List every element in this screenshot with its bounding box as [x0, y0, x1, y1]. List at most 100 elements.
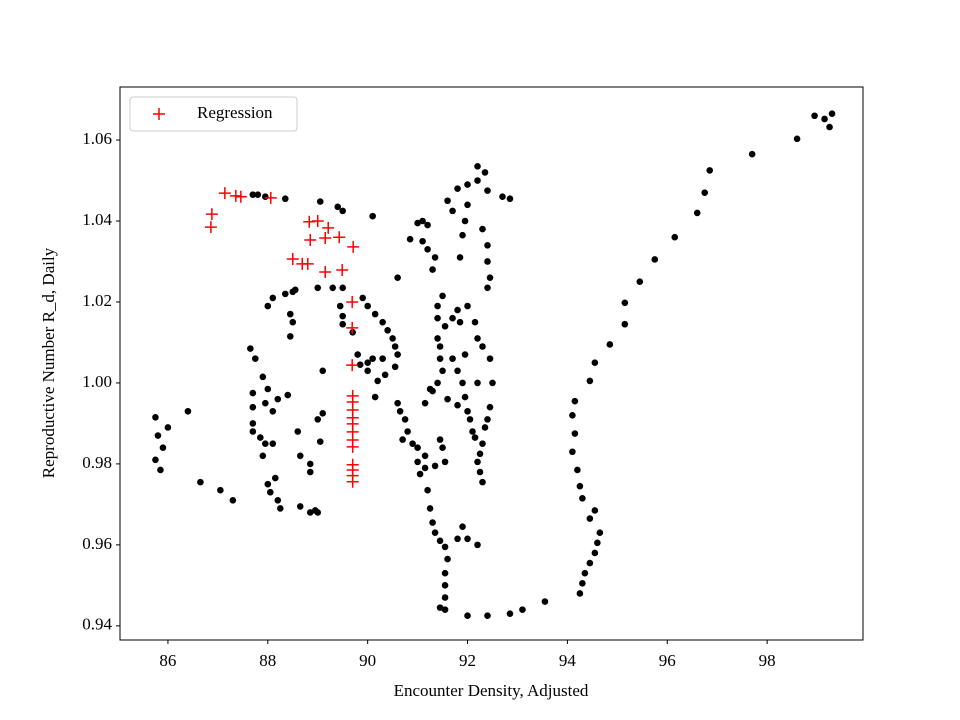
- point: [269, 440, 277, 447]
- point: [571, 430, 579, 437]
- point: [257, 434, 264, 441]
- point: [456, 254, 464, 261]
- point: [569, 448, 576, 456]
- point: [421, 399, 429, 407]
- point: [371, 393, 379, 401]
- point: [586, 515, 594, 522]
- point: [319, 367, 327, 375]
- point: [259, 452, 267, 460]
- point: [693, 209, 701, 217]
- point: [436, 343, 444, 350]
- point: [441, 458, 449, 466]
- point: [276, 505, 284, 512]
- point: [184, 407, 192, 415]
- y-tick-label: 0.96: [82, 534, 112, 553]
- x-tick-label: 88: [259, 651, 276, 670]
- point: [306, 509, 314, 516]
- point: [396, 407, 404, 415]
- point: [449, 314, 456, 322]
- point: [456, 318, 464, 326]
- point: [596, 529, 604, 537]
- point: [252, 355, 259, 362]
- point: [576, 482, 584, 490]
- point: [748, 150, 756, 158]
- point: [406, 235, 414, 243]
- point: [316, 438, 324, 445]
- point: [394, 274, 401, 281]
- point: [444, 197, 451, 205]
- point: [441, 606, 449, 613]
- plus-marker: [204, 221, 217, 234]
- point: [484, 241, 491, 249]
- plus-marker: [234, 190, 247, 203]
- plus-marker: [319, 232, 332, 245]
- point: [459, 231, 466, 239]
- point: [339, 312, 347, 320]
- point: [701, 189, 709, 196]
- point: [444, 395, 451, 403]
- legend-box: [129, 96, 298, 132]
- y-tick-label: 0.94: [82, 615, 112, 634]
- point: [249, 191, 257, 198]
- point: [391, 363, 399, 371]
- point: [274, 395, 282, 403]
- point: [576, 590, 584, 597]
- point: [434, 314, 441, 322]
- point: [421, 464, 429, 472]
- point: [152, 414, 159, 421]
- point: [461, 393, 469, 401]
- point: [449, 207, 456, 215]
- plus-marker: [311, 214, 324, 227]
- plus-marker: [229, 189, 242, 202]
- point: [421, 452, 429, 460]
- legend-label: Regression: [197, 103, 273, 122]
- point: [249, 420, 257, 427]
- point: [339, 207, 347, 215]
- point: [414, 458, 421, 466]
- point: [264, 480, 272, 488]
- point: [384, 327, 391, 334]
- point: [484, 416, 491, 423]
- point: [469, 428, 476, 435]
- point: [266, 488, 274, 496]
- point: [314, 284, 322, 292]
- legend: Regression: [129, 96, 298, 132]
- point: [429, 266, 436, 273]
- point: [506, 195, 514, 203]
- point: [671, 233, 679, 241]
- point: [439, 444, 446, 452]
- point: [391, 343, 399, 350]
- plus-marker: [346, 295, 359, 308]
- point: [334, 203, 342, 211]
- plus-marker: [303, 215, 316, 228]
- point: [486, 403, 494, 411]
- point: [454, 367, 461, 375]
- point: [474, 458, 481, 466]
- point: [339, 320, 347, 328]
- point: [441, 322, 449, 330]
- point: [416, 470, 424, 478]
- point: [636, 278, 644, 286]
- point: [249, 389, 257, 397]
- plus-marker: [301, 257, 314, 270]
- point: [434, 335, 441, 342]
- point: [154, 432, 162, 439]
- x-tick-label: 94: [559, 651, 577, 670]
- plus-marker: [322, 221, 335, 234]
- point: [424, 486, 431, 494]
- point: [434, 302, 441, 310]
- point: [606, 341, 614, 348]
- y-axis-label: Reproductive Number R_d, Daily: [39, 247, 58, 478]
- point: [419, 237, 426, 245]
- x-axis-label: Encounter Density, Adjusted: [394, 681, 589, 700]
- y-tick-label: 1.00: [82, 372, 112, 391]
- point: [157, 466, 164, 474]
- point: [414, 219, 421, 227]
- point: [454, 185, 461, 192]
- point: [294, 428, 302, 435]
- point: [419, 217, 426, 225]
- point: [464, 201, 471, 209]
- point: [826, 123, 833, 131]
